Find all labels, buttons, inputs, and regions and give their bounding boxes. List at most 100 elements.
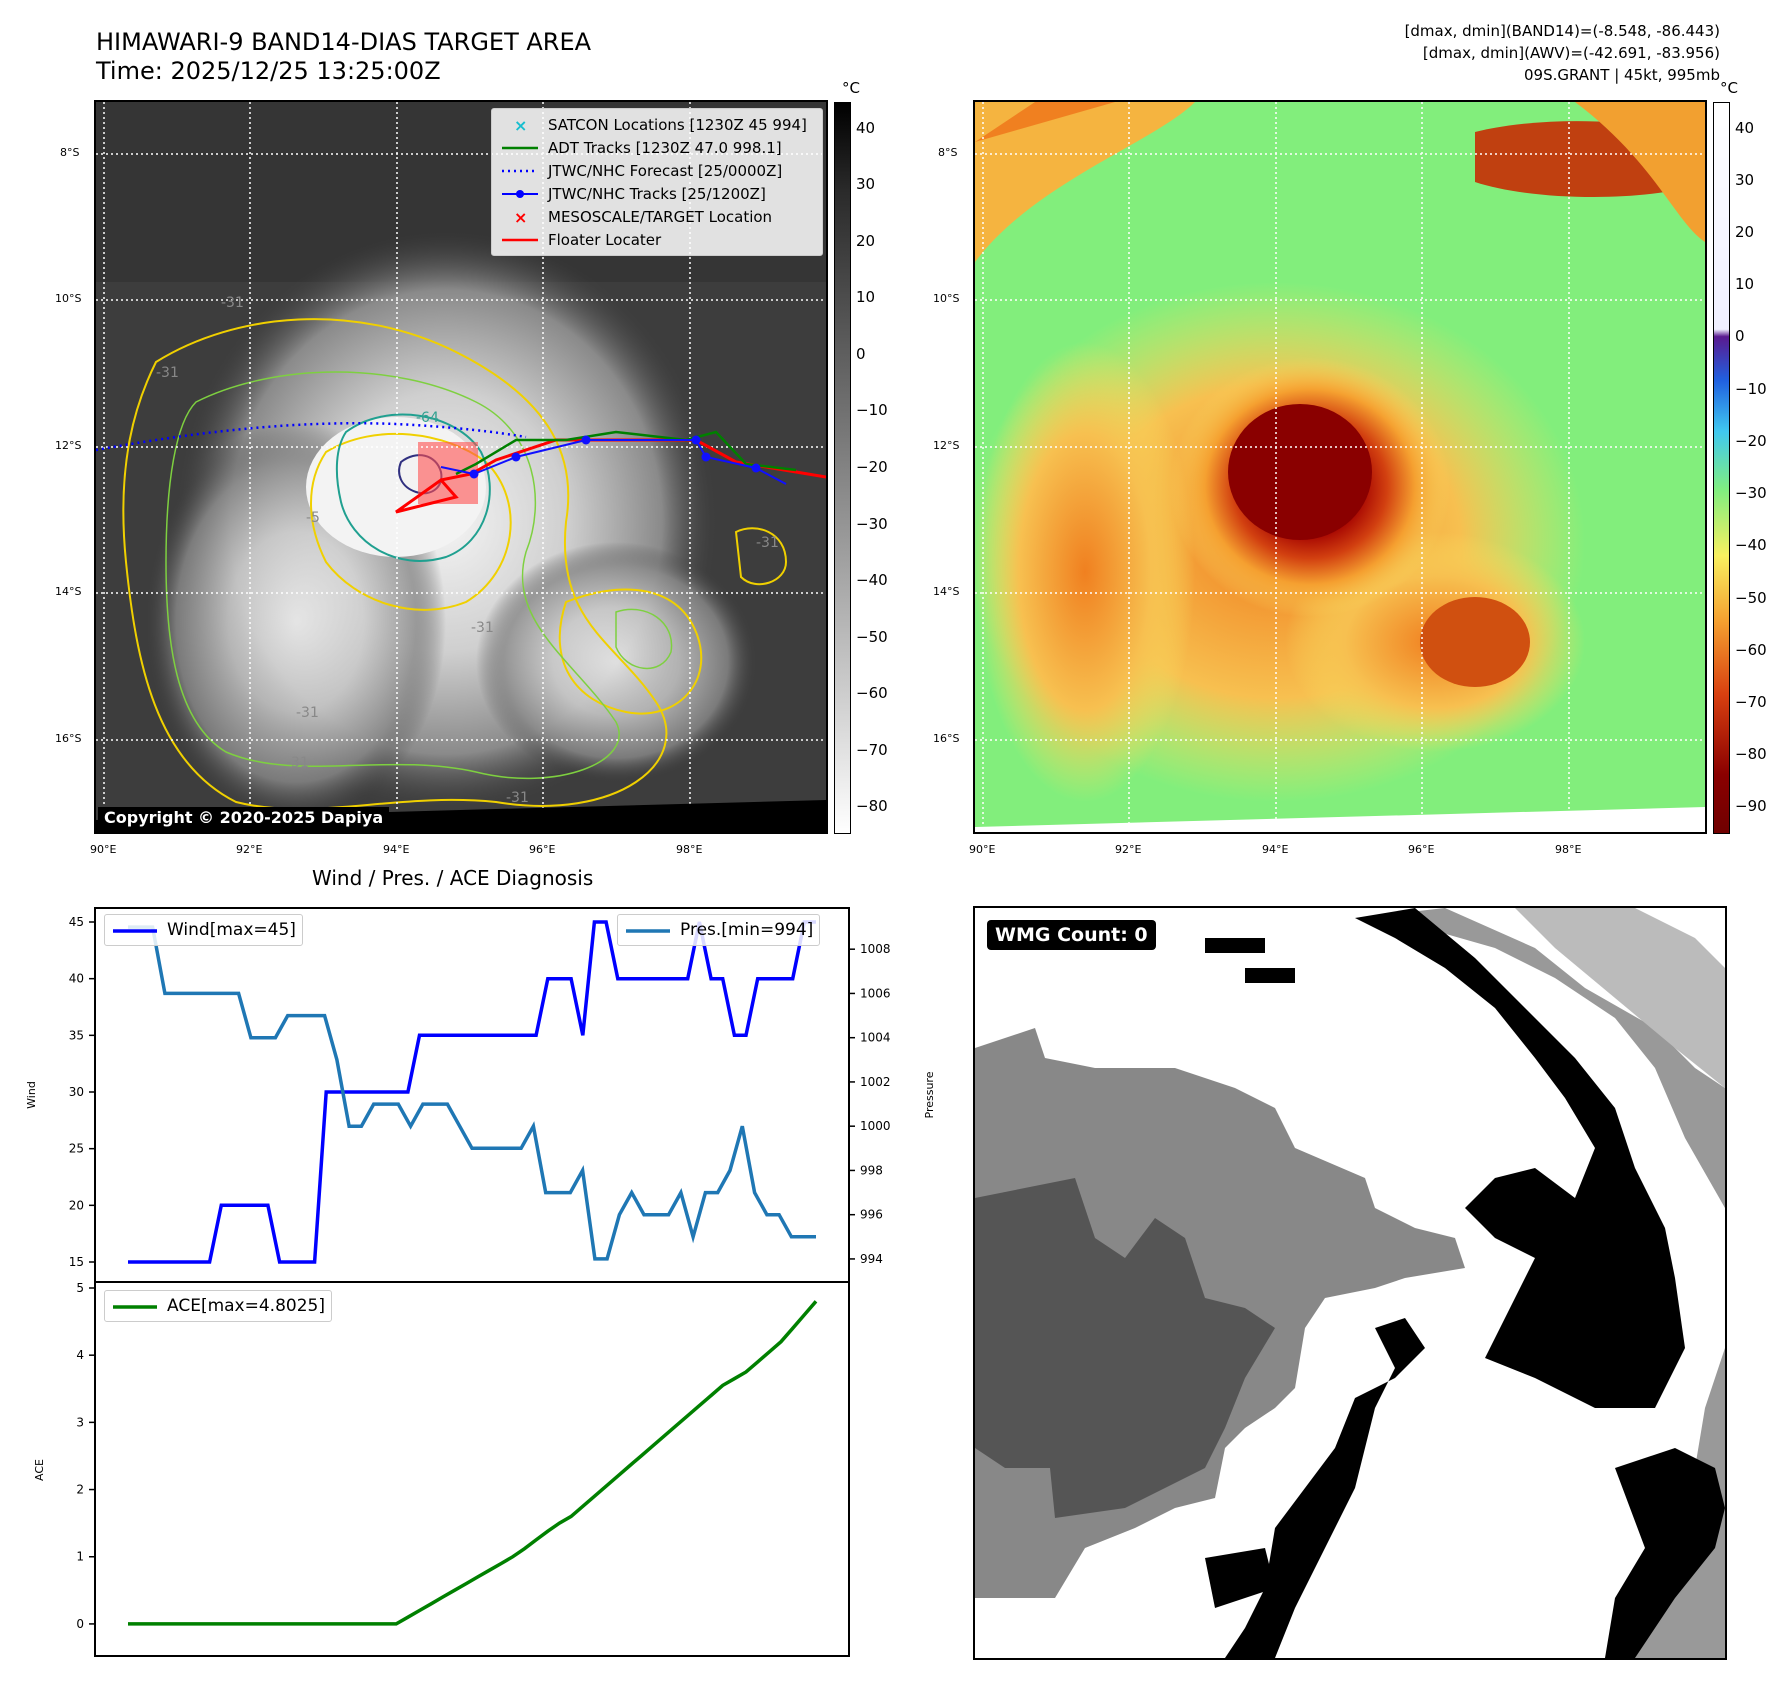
legend-satcon: × SATCON Locations [1230Z 45 994] [500, 113, 814, 136]
pressure-tick: 998 [860, 1163, 883, 1177]
ace-axes-frame [94, 1281, 850, 1657]
legend-label: Floater Locater [548, 230, 662, 249]
lon-label: 96°E [529, 843, 556, 856]
legend-label: Pres.[min=994] [680, 920, 814, 940]
ace-tick: 3 [76, 1415, 84, 1429]
pressure-tick: 1008 [860, 942, 891, 956]
legend-label: MESOSCALE/TARGET Location [548, 207, 773, 226]
pressure-series-line [128, 925, 816, 1261]
pressure-tick: 1000 [860, 1119, 891, 1133]
info-band14: [dmax, dmin](BAND14)=(-8.548, -86.443) [1404, 22, 1720, 40]
lon-label: 90°E [969, 843, 996, 856]
lon-label: 98°E [1555, 843, 1582, 856]
colorbar-right-tick: −80 [1735, 745, 1767, 764]
colorbar-left-tick: 20 [856, 231, 876, 250]
chart-time: Time: 2025/12/25 13:25:00Z [96, 57, 441, 85]
adt-track [455, 430, 797, 476]
wind-ticks: 45 40 35 30 25 20 15 [69, 915, 95, 1269]
ace-axis-label: ACE [33, 1459, 46, 1481]
line-marker-icon [624, 923, 672, 937]
lat-label: 8°S [938, 146, 958, 159]
colorbar-right-tick: −50 [1735, 588, 1767, 607]
contour-label: -64 [416, 410, 439, 426]
contour-label: -31 [506, 790, 529, 806]
wind-tick: 40 [69, 972, 84, 986]
colorbar-left-unit: °C [842, 79, 860, 97]
colorbar-left-tick: 30 [856, 175, 876, 194]
colorbar-left-tick: −20 [856, 458, 888, 476]
legend-label: Wind[max=45] [167, 920, 296, 940]
wmg-count-badge: WMG Count: 0 [987, 920, 1156, 950]
awv-map-image [975, 102, 1705, 832]
contour-label: -31 [156, 365, 179, 381]
ace-tick: 4 [76, 1348, 84, 1362]
lon-label: 90°E [90, 843, 117, 856]
legend-label: ADT Tracks [1230Z 47.0 998.1] [548, 138, 782, 157]
legend-jtwc-tracks: JTWC/NHC Tracks [25/1200Z] [500, 182, 814, 205]
lat-label: 10°S [55, 292, 82, 305]
contour-label: -31 [471, 620, 494, 636]
pressure-tick: 1002 [860, 1075, 891, 1089]
legend-mesoscale: × MESOSCALE/TARGET Location [500, 205, 814, 228]
pressure-axis-label: Pressure [923, 1071, 936, 1118]
colorbar-right-tick: 0 [1735, 327, 1745, 346]
colorbar-right-tick: −40 [1735, 536, 1767, 555]
lon-label: 92°E [1115, 843, 1142, 856]
legend-label: JTWC/NHC Forecast [25/0000Z] [548, 161, 783, 180]
pressure-tick: 1004 [860, 1031, 891, 1045]
ace-legend: ACE[max=4.8025] [104, 1290, 332, 1322]
map-legend: × SATCON Locations [1230Z 45 994] ADT Tr… [491, 108, 823, 256]
pressure-tick: 1006 [860, 986, 891, 1000]
lat-label: 10°S [933, 292, 960, 305]
pressure-tick: 994 [860, 1252, 883, 1266]
colorbar-left [834, 102, 851, 834]
ace-tick: 2 [76, 1483, 84, 1497]
colorbar-right-tick: −60 [1735, 640, 1767, 659]
colorbar-left-tick: −40 [856, 571, 888, 590]
contour-label: -31 [286, 755, 309, 771]
line-marker-icon [500, 141, 540, 155]
line-marker-icon [111, 923, 159, 937]
x-marker-icon: × [500, 116, 540, 135]
ace-tick: 0 [76, 1617, 84, 1631]
colorbar-left-tick: 0 [856, 344, 866, 363]
colorbar-right-tick: 30 [1735, 170, 1755, 189]
colorbar-right-tick: −20 [1735, 431, 1767, 450]
colorbar-right-tick: 20 [1735, 222, 1755, 241]
x-marker-icon: × [500, 208, 540, 227]
copyright-label: Copyright © 2020-2025 Dapiya [98, 807, 390, 828]
legend-adt: ADT Tracks [1230Z 47.0 998.1] [500, 136, 814, 159]
wind-axis-label: Wind [25, 1081, 38, 1109]
ace-tick: 1 [76, 1550, 84, 1564]
lon-label: 92°E [236, 843, 263, 856]
colorbar-left-tick: −70 [856, 740, 888, 759]
colorbar-left-tick: −50 [856, 627, 888, 646]
colorbar-right [1713, 102, 1730, 834]
legend-label: SATCON Locations [1230Z 45 994] [548, 115, 807, 134]
lon-label: 94°E [383, 843, 410, 856]
wind-tick: 20 [69, 1198, 84, 1212]
lat-label: 14°S [55, 585, 82, 598]
colorbar-right-tick: 40 [1735, 118, 1755, 137]
wind-tick: 25 [69, 1142, 84, 1156]
line-marker-icon [111, 1299, 159, 1313]
lat-label: 16°S [55, 732, 82, 745]
legend-floater: Floater Locater [500, 228, 814, 251]
info-storm: 09S.GRANT | 45kt, 995mb [1523, 66, 1720, 84]
colorbar-right-tick: −30 [1735, 484, 1767, 503]
wmg-panel: WMG Count: 0 [973, 906, 1727, 1660]
colorbar-right-tick: −90 [1735, 797, 1767, 816]
chart-title: HIMAWARI-9 BAND14-DIAS TARGET AREA [96, 28, 592, 56]
lat-label: 14°S [933, 585, 960, 598]
jtwc-track-points [469, 435, 761, 479]
colorbar-left-tick: 40 [856, 118, 876, 137]
lat-label: 12°S [55, 439, 82, 452]
lon-label: 96°E [1408, 843, 1435, 856]
info-awv: [dmax, dmin](AWV)=(-42.691, -83.956) [1422, 44, 1720, 62]
pressure-ticks: 1008 1006 1004 1002 1000 998 996 994 [849, 942, 891, 1266]
wind-tick: 35 [69, 1028, 84, 1042]
ir-map-panel: -31 -31 -31 -31 -31 -31 -64 -5 -31 × SAT… [94, 100, 828, 834]
wind-axes-frame [94, 907, 850, 1283]
colorbar-left-tick: −10 [856, 401, 888, 420]
line-marker-icon [500, 233, 540, 247]
